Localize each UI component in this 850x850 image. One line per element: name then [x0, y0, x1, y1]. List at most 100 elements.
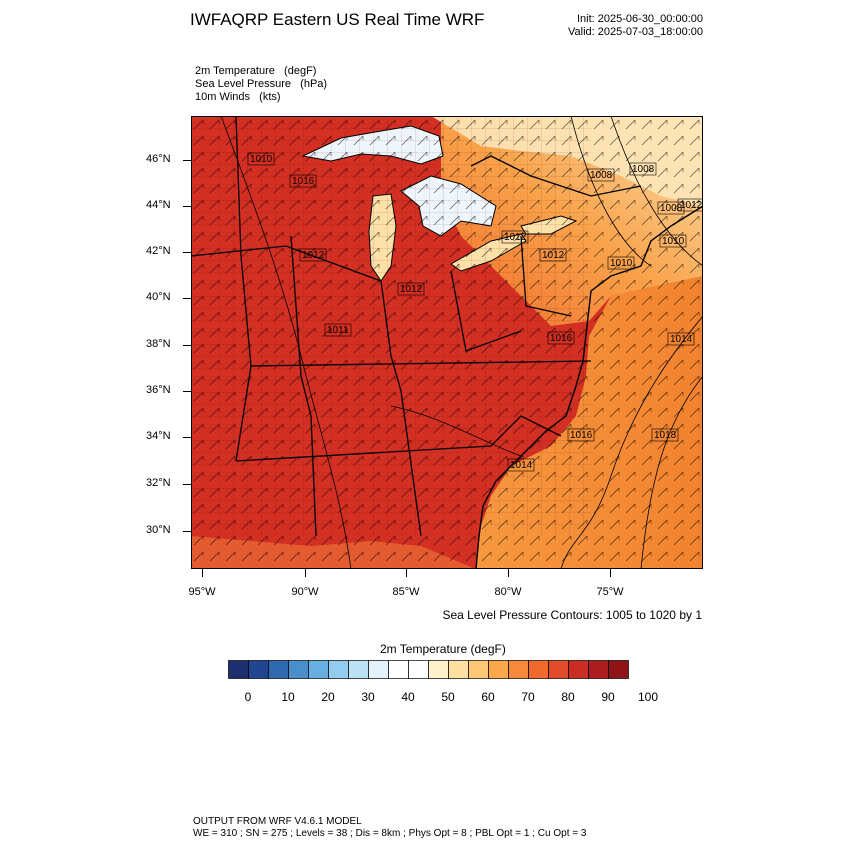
- pressure-label: 1012: [542, 250, 565, 261]
- pressure-label-box: [651, 428, 679, 442]
- latitude-label: 30°N: [146, 524, 171, 536]
- field-legend: 2m Temperature (degF) Sea Level Pressure…: [195, 65, 327, 104]
- pressure-label-box: [659, 234, 687, 248]
- colorbar-swatch: [288, 660, 309, 679]
- longitude-tick: [202, 569, 203, 577]
- latitude-tick: [183, 484, 191, 485]
- temperature-colorbar: 0 10 20 30 40 50 60 70 80 90 100: [228, 660, 668, 715]
- latitude-label: 36°N: [146, 384, 171, 396]
- colorbar-tick-label: 70: [521, 690, 535, 704]
- pressure-label: 1010: [662, 236, 685, 247]
- pressure-label: 1012: [400, 284, 423, 295]
- colorbar-tick-label: 80: [561, 690, 575, 704]
- latitude-label: 42°N: [146, 245, 171, 257]
- colorbar-tick-label: 50: [441, 690, 455, 704]
- pressure-label: 1018: [654, 430, 677, 441]
- weather-map: 1010 1016 1012 1011 1012 1012 1008 1008 1008 1010…: [191, 116, 703, 569]
- longitude-label: 95°W: [188, 586, 216, 598]
- colorbar-swatch: [228, 660, 249, 679]
- latitude-label: 46°N: [146, 153, 171, 165]
- latitude-label: 38°N: [146, 338, 171, 350]
- colorbar-tick-label: 10: [281, 690, 295, 704]
- footer-model-config: WE = 310 ; SN = 275 ; Levels = 38 ; Dis …: [193, 828, 587, 839]
- map-border: [191, 116, 703, 569]
- page-title: IWFAQRP Eastern US Real Time WRF: [190, 10, 485, 29]
- colorbar-tick-label: 0: [245, 690, 252, 704]
- colorbar-tick-label: 20: [321, 690, 335, 704]
- valid-time: Valid: 2025-07-03_18:00:00: [568, 26, 703, 38]
- pressure-label-box: [607, 256, 635, 270]
- latitude-tick: [183, 531, 191, 532]
- colorbar-swatch: [268, 660, 289, 679]
- pressure-label-group: 1010101610121011101210121008100810081010…: [247, 152, 703, 472]
- colorbar-swatch: [428, 660, 449, 679]
- pressure-label-box: [397, 282, 425, 296]
- pressure-label: 1014: [510, 460, 533, 471]
- pressure-label: 1008: [660, 203, 683, 214]
- pressure-label: 1008: [632, 164, 655, 175]
- field-label-pressure: Sea Level Pressure (hPa): [195, 78, 328, 90]
- longitude-label: 75°W: [596, 586, 624, 598]
- colorbar-tick-label: 90: [601, 690, 615, 704]
- footer-model-version: OUTPUT FROM WRF V4.6.1 MODEL: [193, 816, 362, 827]
- colorbar-swatch: [308, 660, 329, 679]
- colorbar-swatch: [448, 660, 469, 679]
- pressure-label: 1011: [327, 325, 349, 336]
- latitude-tick: [183, 437, 191, 438]
- wind-barbs: [191, 116, 703, 569]
- colorbar-swatch: [548, 660, 569, 679]
- colorbar-swatch: [468, 660, 489, 679]
- pressure-label: 1014: [670, 334, 693, 345]
- colorbar-svg: 0 10 20 30 40 50 60 70 80 90 100: [228, 660, 658, 704]
- colorbar-swatch: [488, 660, 509, 679]
- colorbar-swatch: [368, 660, 389, 679]
- latitude-tick: [183, 160, 191, 161]
- model-footer: OUTPUT FROM WRF V4.6.1 MODEL WE = 310 ; …: [193, 816, 586, 840]
- colorbar-swatch: [608, 660, 629, 679]
- colorbar-swatch: [388, 660, 409, 679]
- contour-note: Sea Level Pressure Contours: 1005 to 102…: [442, 608, 703, 622]
- pressure-label: 1012: [680, 200, 703, 211]
- longitude-tick: [610, 569, 611, 577]
- pressure-label: 1016: [292, 176, 315, 187]
- pressure-label: 1010: [250, 154, 273, 165]
- pressure-label-box: [587, 168, 615, 182]
- longitude-tick: [305, 569, 306, 577]
- latitude-tick: [183, 298, 191, 299]
- latitude-label: 44°N: [146, 199, 171, 211]
- init-valid-times: Init: 2025-06-30_00:00:00 Valid: 2025-07…: [520, 13, 703, 39]
- longitude-label: 85°W: [392, 586, 420, 598]
- colorbar-swatch: [568, 660, 589, 679]
- field-label-temperature: 2m Temperature (degF): [195, 65, 317, 77]
- pressure-label: 1010: [610, 258, 633, 269]
- pressure-label-box: [657, 201, 685, 215]
- longitude-label: 90°W: [291, 586, 319, 598]
- pressure-label: 1012: [302, 250, 325, 261]
- latitude-tick: [183, 206, 191, 207]
- pressure-label: 1008: [590, 170, 613, 181]
- colorbar-tick-label: 30: [361, 690, 375, 704]
- pressure-label-box: [501, 230, 529, 244]
- latitude-label: 32°N: [146, 477, 171, 489]
- latitude-tick: [183, 345, 191, 346]
- map-svg: 1010101610121011101210121008100810081010…: [191, 116, 703, 569]
- pressure-label: 1012: [504, 232, 527, 243]
- colorbar-tick-label: 100: [638, 690, 658, 704]
- colorbar-swatch: [528, 660, 549, 679]
- pressure-label: 1016: [570, 430, 593, 441]
- colorbar-swatch: [588, 660, 609, 679]
- pressure-label-box: [667, 332, 695, 346]
- latitude-tick: [183, 252, 191, 253]
- colorbar-swatch: [348, 660, 369, 679]
- colorbar-swatch: [408, 660, 429, 679]
- colorbar-tick-label: 40: [401, 690, 415, 704]
- longitude-tick: [508, 569, 509, 577]
- pressure-label-box: [567, 428, 595, 442]
- colorbar-swatch: [328, 660, 349, 679]
- pressure-label-box: [299, 248, 327, 262]
- field-label-winds: 10m Winds (kts): [195, 91, 281, 103]
- longitude-label: 80°W: [494, 586, 522, 598]
- init-time: Init: 2025-06-30_00:00:00: [577, 13, 703, 25]
- pressure-label-box: [507, 458, 535, 472]
- pressure-label-box: [539, 248, 567, 262]
